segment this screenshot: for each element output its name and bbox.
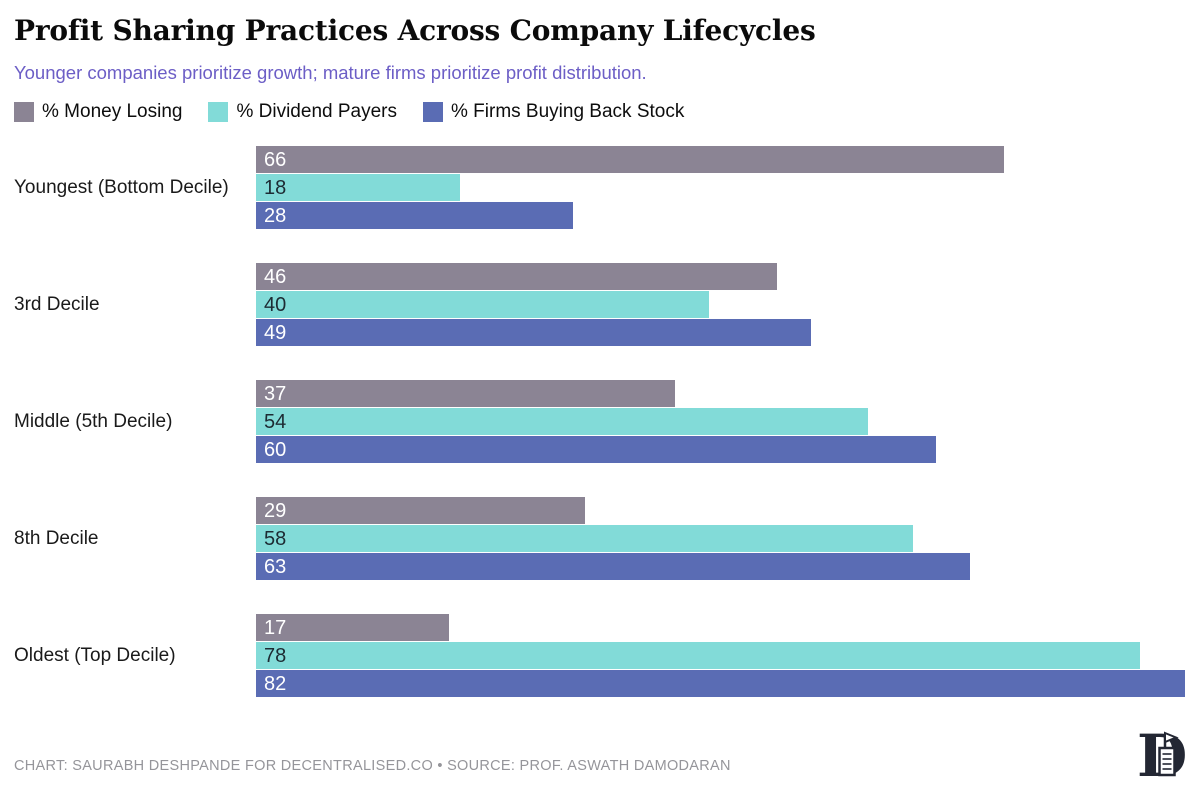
bar: 28 — [256, 202, 574, 230]
chart-row: Middle (5th Decile) 37 54 60 — [14, 380, 1200, 464]
decentralised-logo: D — [1137, 724, 1187, 786]
chart-footer: CHART: SAURABH DESHPANDE FOR DECENTRALIS… — [0, 697, 1200, 792]
bar: 78 — [256, 642, 1140, 670]
legend-item: % Firms Buying Back Stock — [423, 101, 684, 123]
bar-group: 17 78 82 — [256, 614, 1200, 698]
legend-label: % Dividend Payers — [236, 101, 397, 123]
bar-value-label: 54 — [264, 410, 287, 433]
bar-chart: Youngest (Bottom Decile) 66 18 28 3rd Decile… — [0, 146, 1200, 698]
bar: 82 — [256, 670, 1186, 698]
category-label: 8th Decile — [14, 527, 99, 549]
bar-group: 29 58 63 — [256, 497, 1200, 581]
bar-value-label: 63 — [264, 555, 287, 578]
bar-value-label: 29 — [264, 499, 287, 522]
bar: 58 — [256, 525, 914, 553]
chart-legend: % Money Losing % Dividend Payers % Firms B… — [14, 101, 1186, 123]
chart-row: Oldest (Top Decile) 17 78 82 — [14, 614, 1200, 698]
bar: 18 — [256, 174, 460, 202]
category-label: 3rd Decile — [14, 293, 100, 315]
bar-group: 66 18 28 — [256, 146, 1200, 230]
bar: 29 — [256, 497, 585, 525]
bar-value-label: 37 — [264, 382, 287, 405]
bar-value-label: 46 — [264, 265, 287, 288]
category-label: Youngest (Bottom Decile) — [14, 176, 229, 198]
bar: 46 — [256, 263, 778, 291]
bar-value-label: 18 — [264, 176, 287, 199]
bar-value-label: 66 — [264, 148, 287, 171]
chart-row: 8th Decile 29 58 63 — [14, 497, 1200, 581]
bar: 40 — [256, 291, 710, 319]
bar-group: 46 40 49 — [256, 263, 1200, 347]
legend-label: % Money Losing — [42, 101, 183, 123]
legend-label: % Firms Buying Back Stock — [451, 101, 685, 123]
bar-value-label: 58 — [264, 527, 287, 550]
legend-swatch-icon — [14, 102, 34, 123]
category-label: Oldest (Top Decile) — [14, 644, 176, 666]
bar-value-label: 40 — [264, 293, 287, 316]
bar-value-label: 17 — [264, 616, 287, 639]
bar: 54 — [256, 408, 868, 436]
category-label: Middle (5th Decile) — [14, 410, 173, 432]
bar-group: 37 54 60 — [256, 380, 1200, 464]
chart-subtitle: Younger companies prioritize growth; mat… — [14, 62, 647, 84]
bar: 66 — [256, 146, 1004, 174]
legend-item: % Dividend Payers — [208, 101, 397, 123]
chart-row: Youngest (Bottom Decile) 66 18 28 — [14, 146, 1200, 230]
bar-value-label: 60 — [264, 438, 287, 461]
bar: 17 — [256, 614, 449, 642]
bar: 63 — [256, 553, 970, 581]
legend-swatch-icon — [208, 102, 229, 123]
chart-header: Profit Sharing Practices Across Company … — [0, 0, 1200, 123]
bar: 49 — [256, 319, 812, 347]
legend-item: % Money Losing — [14, 101, 182, 123]
page-title: Profit Sharing Practices Across Company … — [14, 14, 816, 47]
bar: 37 — [256, 380, 676, 408]
bar-value-label: 28 — [264, 204, 287, 227]
bar-value-label: 78 — [264, 644, 287, 667]
bar: 60 — [256, 436, 936, 464]
bar-value-label: 82 — [264, 672, 287, 695]
chart-credit: CHART: SAURABH DESHPANDE FOR DECENTRALIS… — [14, 758, 731, 774]
chart-row: 3rd Decile 46 40 49 — [14, 263, 1200, 347]
bar-value-label: 49 — [264, 321, 287, 344]
legend-swatch-icon — [423, 102, 443, 123]
